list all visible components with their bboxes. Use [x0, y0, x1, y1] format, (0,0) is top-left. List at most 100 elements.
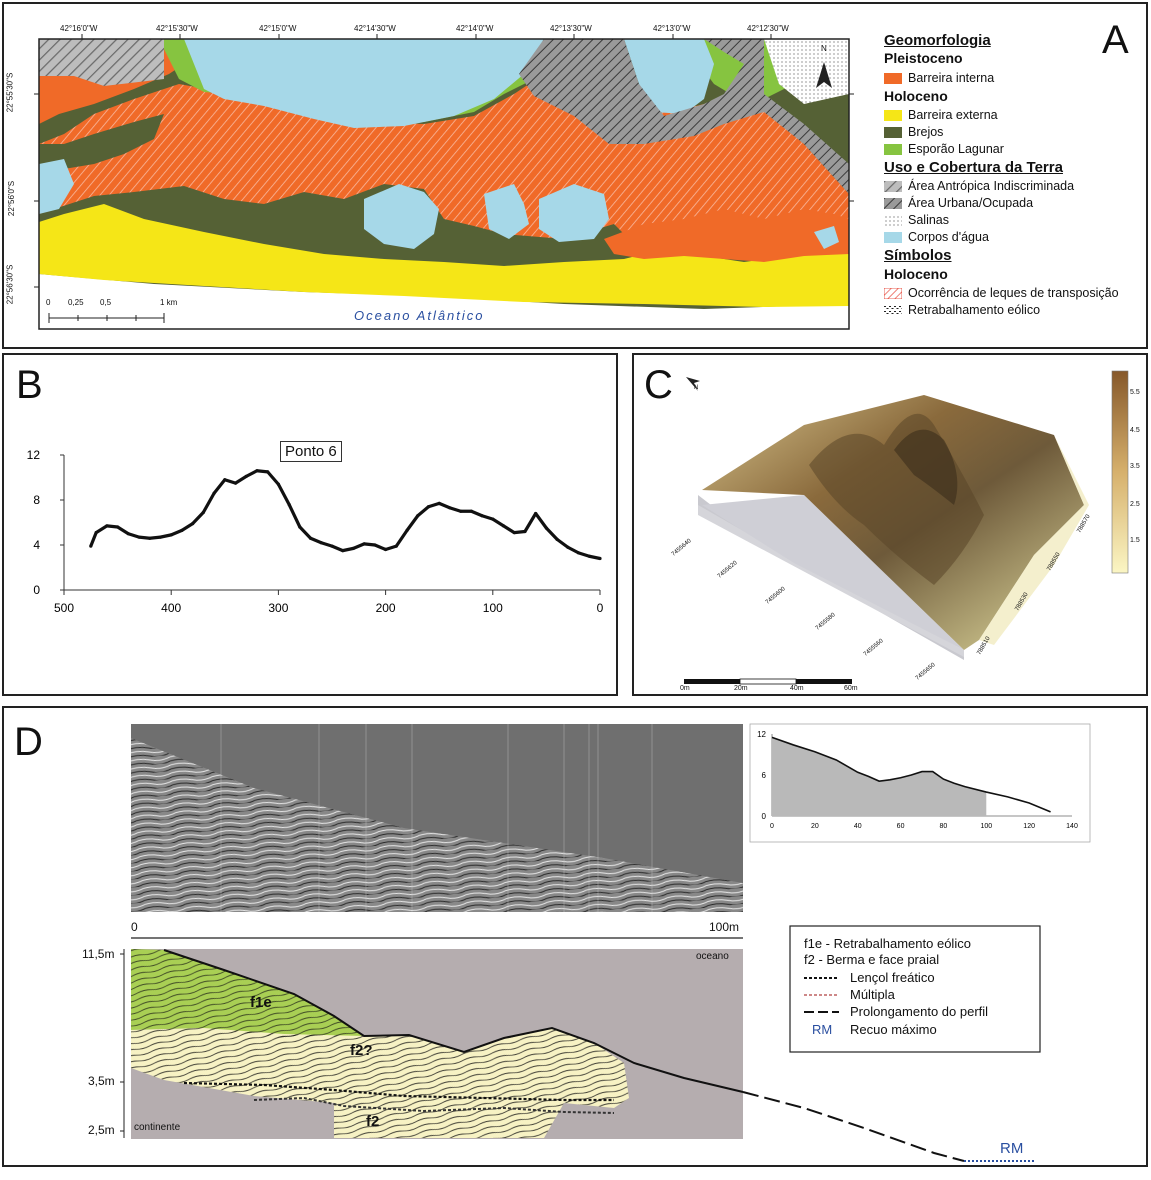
mini-y-label: 12	[757, 730, 766, 739]
north-arrow-icon	[816, 62, 832, 88]
scale-label: 1 km	[160, 298, 178, 307]
profile-point	[233, 481, 238, 485]
profile-point	[437, 501, 441, 505]
scale-tick: 40m	[790, 685, 804, 692]
profile-point	[555, 537, 559, 541]
profile-point	[201, 510, 205, 514]
x-tick-label: 100	[483, 601, 503, 615]
continente-label: continente	[134, 1122, 181, 1133]
profile-point	[287, 502, 291, 507]
depth-label: 2,5m	[88, 1123, 115, 1137]
mini-area	[772, 737, 987, 816]
geomorphology-map	[34, 34, 854, 330]
gpr-legend-prolong: Prolongamento do perfil	[850, 1004, 989, 1019]
depth-label: 3,5m	[88, 1074, 115, 1088]
rm-label: RM	[1000, 1140, 1024, 1157]
lon-label: 42°14'0"W	[456, 24, 494, 33]
panel-label-c: C	[644, 363, 673, 407]
profile-point	[384, 547, 388, 552]
depth-label: 11,5m	[82, 947, 115, 961]
lon-ticks	[81, 34, 772, 39]
profile-point	[116, 525, 120, 529]
profile-point	[105, 524, 109, 528]
facies-f2: f2	[366, 1113, 380, 1130]
mini-y-label: 0	[762, 812, 767, 821]
map-scale-bar	[48, 313, 165, 323]
facies-f1e: f1e	[250, 994, 272, 1011]
profile-point	[459, 509, 463, 513]
mini-x-label: 140	[1066, 823, 1078, 830]
profile-point	[89, 544, 93, 548]
profile-point	[469, 509, 473, 513]
mini-x-label: 0	[770, 823, 774, 830]
y-tick-label: 4	[33, 538, 40, 552]
lon-label: 42°14'30"W	[354, 24, 396, 33]
legend-subheading: Pleistoceno	[884, 50, 963, 66]
gpr-legend-rm-code: RM	[812, 1022, 833, 1037]
profile-point	[255, 469, 259, 473]
profile-point	[598, 556, 602, 561]
panel-label-b: B	[16, 363, 43, 407]
profile-point	[566, 545, 570, 549]
profile-point	[373, 543, 377, 547]
profile-point	[148, 536, 152, 540]
scale-tick: 60m	[844, 685, 858, 692]
x-tick-label: 0	[597, 601, 604, 615]
lon-label: 42°16'0"W	[60, 24, 98, 33]
x-tick-label: 300	[268, 601, 288, 615]
profile-point	[587, 554, 591, 558]
profile-point	[212, 491, 216, 495]
facies-f2q: f2?	[350, 1042, 373, 1059]
legend-subheading: Holoceno	[884, 88, 948, 104]
mini-line	[771, 736, 1051, 813]
profile-point	[501, 524, 506, 528]
y-tick-label: 0	[33, 583, 40, 597]
profile-point	[576, 551, 581, 555]
lat-label: 22°56'30"S	[5, 264, 15, 305]
colorbar-tick: 3.5	[1130, 463, 1140, 470]
lon-label: 42°12'30"W	[747, 24, 789, 33]
lon-label: 42°13'0"W	[653, 24, 691, 33]
profile-point	[137, 535, 141, 539]
colorbar-tick: 1.5	[1130, 537, 1140, 544]
colorbar-tick: 4.5	[1130, 427, 1140, 434]
mini-y-label: 6	[762, 771, 767, 780]
panel-label-a: A	[1102, 18, 1129, 62]
profile-point	[308, 536, 313, 540]
panel-a: 42°16'0"W 42°15'30"W 42°15'0"W 42°14'30"…	[2, 2, 1148, 349]
gpr-legend-lencol: Lençol freático	[850, 970, 935, 985]
gpr-legend-f2: f2 - Berma e face praial	[804, 952, 940, 967]
lon-label: 42°13'30"W	[550, 24, 592, 33]
profile-point	[448, 506, 452, 510]
profile-point	[319, 541, 323, 545]
legend-item: Brejos	[884, 124, 943, 140]
profile-point	[394, 544, 398, 548]
panel-label-d: D	[14, 720, 43, 764]
ocean-label: Oceano Atlântico	[354, 308, 485, 323]
legend-item: Salinas	[884, 212, 949, 228]
panel-d: D	[2, 706, 1148, 1167]
gpr-legend-f1e: f1e - Retrabalhamento eólico	[804, 936, 971, 951]
legend-heading: Uso e Cobertura da Terra	[884, 159, 1063, 176]
profile-point	[341, 549, 345, 553]
legend-item: Corpos d'água	[884, 229, 989, 245]
legend-item: Retrabalhamento eólico	[884, 302, 1040, 318]
legend-item: Barreira externa	[884, 107, 998, 123]
lat-ticks	[34, 93, 854, 288]
profile-label-box: Ponto 6	[280, 441, 342, 462]
north-arrow-icon	[686, 377, 700, 391]
profile-point	[426, 505, 431, 509]
x-tick-label: 400	[161, 601, 181, 615]
profile-point	[480, 514, 484, 518]
scale-label: 0,25	[68, 298, 84, 307]
profile-point	[523, 529, 527, 534]
mini-x-label: 80	[940, 823, 948, 830]
legend-subheading: Holoceno	[884, 266, 948, 282]
legend-heading: Geomorfologia	[884, 32, 991, 49]
map-legend: Geomorfologia Pleistoceno Barreira inter…	[884, 32, 1144, 332]
profile-line	[89, 469, 601, 561]
lat-label: 22°56'0"S	[7, 180, 17, 217]
north-label: N	[694, 385, 699, 391]
profile-point	[362, 542, 366, 546]
profile-point	[298, 525, 302, 529]
